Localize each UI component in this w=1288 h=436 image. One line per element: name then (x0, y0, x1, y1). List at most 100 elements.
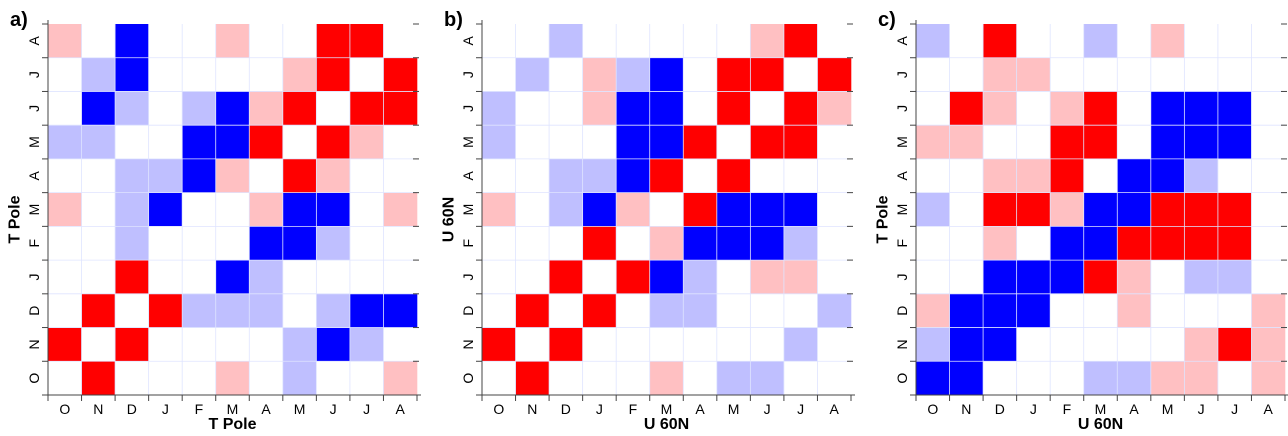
y-tick-label: N (26, 339, 42, 349)
heatmap-cell (182, 294, 216, 328)
heatmap-cell (1251, 91, 1285, 125)
heatmap-cell (750, 193, 784, 227)
x-tick-label: O (59, 401, 70, 417)
heatmap-cell (350, 294, 384, 328)
heatmap-cell (683, 91, 717, 125)
heatmap-cell (750, 260, 784, 294)
heatmap-cell (549, 361, 583, 395)
x-tick-label: J (363, 401, 370, 417)
heatmap-cell (1050, 91, 1084, 125)
heatmap-cell (115, 159, 149, 193)
y-axis-title: T Pole (875, 195, 892, 243)
heatmap-cell (916, 226, 950, 260)
heatmap-cell (1117, 193, 1151, 227)
heatmap-cell (1184, 361, 1218, 395)
heatmap-cell (1184, 193, 1218, 227)
x-axis-title: T Pole (208, 416, 256, 431)
heatmap-cell (316, 24, 350, 58)
heatmap-cell (350, 328, 384, 362)
heatmap-cell (149, 361, 183, 395)
heatmap-cell (482, 125, 516, 159)
heatmap-cell (249, 226, 283, 260)
heatmap-cell (784, 361, 818, 395)
heatmap-cell (249, 328, 283, 362)
heatmap-cell (1084, 260, 1118, 294)
y-tick-label: M (26, 136, 42, 148)
heatmap-cell (383, 226, 417, 260)
x-tick-label: D (561, 401, 571, 417)
heatmap-cell (1184, 91, 1218, 125)
heatmap-cell (482, 193, 516, 227)
heatmap-cell (316, 294, 350, 328)
heatmap-cell (916, 24, 950, 58)
heatmap-cell (1017, 361, 1051, 395)
heatmap-cell (149, 294, 183, 328)
heatmap-cell (82, 260, 116, 294)
heatmap-cell (717, 294, 751, 328)
x-tick-label: J (1231, 401, 1238, 417)
heatmap-cell (48, 260, 82, 294)
heatmap-cell (182, 226, 216, 260)
heatmap-cell (115, 361, 149, 395)
heatmap-cell (1084, 91, 1118, 125)
heatmap-cell (115, 328, 149, 362)
heatmap-cell (82, 361, 116, 395)
heatmap-cell (650, 125, 684, 159)
x-tick-label: M (1095, 401, 1107, 417)
heatmap-cell (683, 125, 717, 159)
heatmap-cell (1184, 226, 1218, 260)
heatmap-cell (1117, 361, 1151, 395)
heatmap-cell (48, 361, 82, 395)
heatmap-cell (516, 159, 550, 193)
heatmap-cell (516, 91, 550, 125)
heatmap-cell (182, 125, 216, 159)
heatmap-cell (750, 159, 784, 193)
heatmap-cell (950, 226, 984, 260)
heatmap-cell (283, 58, 317, 92)
x-tick-label: A (695, 401, 705, 417)
heatmap-cell (283, 361, 317, 395)
y-tick-label: O (460, 373, 476, 384)
heatmap-cell (916, 91, 950, 125)
heatmap-cell (950, 260, 984, 294)
heatmap-cell (784, 58, 818, 92)
heatmap-cell (1017, 328, 1051, 362)
heatmap-cell (616, 294, 650, 328)
heatmap-cell (750, 226, 784, 260)
x-tick-label: A (1264, 401, 1274, 417)
heatmap-cell (350, 226, 384, 260)
heatmap-cell (115, 294, 149, 328)
heatmap-cell (249, 294, 283, 328)
heatmap-cell (950, 159, 984, 193)
x-tick-label: M (661, 401, 673, 417)
heatmap-cell (1117, 226, 1151, 260)
y-axis-title: U 60N (441, 197, 458, 242)
heatmap-cell (1084, 159, 1118, 193)
x-axis-title: U 60N (1078, 416, 1123, 431)
heatmap-cell (950, 58, 984, 92)
heatmap-cell (48, 24, 82, 58)
heatmap-cell (1151, 91, 1185, 125)
y-tick-label: O (894, 373, 910, 384)
heatmap-cell (717, 159, 751, 193)
heatmap-cell (216, 294, 250, 328)
y-tick-label: J (460, 273, 476, 280)
heatmap-cell (482, 91, 516, 125)
heatmap-cell (683, 159, 717, 193)
heatmap-cell (249, 125, 283, 159)
x-tick-label: M (728, 401, 740, 417)
heatmap-cell (1017, 125, 1051, 159)
heatmap-cell (1017, 58, 1051, 92)
heatmap-cell (1184, 328, 1218, 362)
y-tick-label: A (26, 170, 42, 180)
heatmap-cell (784, 91, 818, 125)
heatmap-cell (616, 226, 650, 260)
heatmap-cell (1017, 226, 1051, 260)
heatmap-cell (583, 294, 617, 328)
y-tick-label: D (894, 306, 910, 316)
heatmap-cell (817, 260, 851, 294)
heatmap-cell (482, 260, 516, 294)
heatmap-cell (650, 193, 684, 227)
